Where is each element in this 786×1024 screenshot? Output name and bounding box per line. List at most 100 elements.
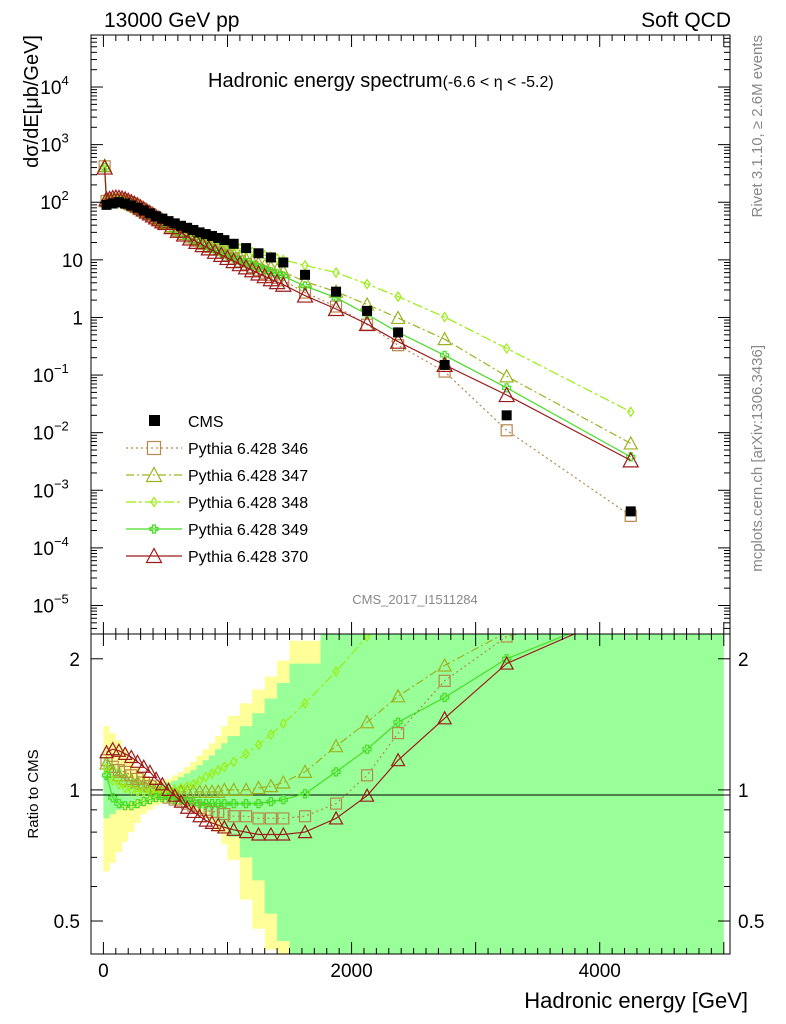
legend-marker-cms [149, 415, 160, 426]
marker-cms [331, 286, 342, 297]
marker-p370 [274, 275, 292, 292]
ratio-marker-p346 [239, 810, 253, 823]
ratio-marker-p348 [202, 771, 210, 783]
series-p347 [97, 157, 639, 450]
ratio-marker-p348 [108, 775, 117, 787]
y-tick-label-base: 10 [33, 424, 54, 445]
ratio-marker-p346 [119, 765, 132, 778]
legend-item-p347: Pythia 6.428 347 [126, 466, 308, 485]
ratio-marker-p349 [266, 797, 276, 807]
main-panel-frame [90, 34, 731, 635]
ratio-marker-p370 [275, 826, 291, 841]
marker-cms [182, 222, 193, 233]
ratio-series-p370 [99, 634, 576, 841]
marker-p347 [390, 310, 406, 325]
ratio-marker-p349 [132, 799, 143, 809]
marker-cms [219, 235, 230, 246]
ratio-marker-p370 [210, 817, 226, 832]
ratio-marker-p349 [219, 799, 229, 809]
rivet-version-label: Rivet 3.1.10, ≥ 2.6M events [749, 35, 766, 218]
ratio-line-p347 [106, 634, 505, 793]
ratio-y-tick-label: 1 [69, 781, 80, 802]
ratio-line-p348 [105, 634, 371, 793]
line-p347 [104, 165, 631, 444]
series-cms [101, 197, 636, 517]
ratio-marker-p370 [263, 826, 279, 841]
y-tick-label-base: 1 [72, 308, 83, 329]
ratio-marker-p349 [101, 770, 112, 780]
legend-marker-p347 [145, 466, 163, 483]
y-tick-label-exponent: −1 [54, 361, 69, 376]
y-tick-label-exponent: −4 [54, 534, 69, 549]
ratio-marker-p349 [300, 789, 310, 799]
legend-item-p346: Pythia 6.428 346 [126, 440, 308, 458]
marker-p370 [96, 158, 114, 175]
marker-p348 [627, 406, 635, 418]
marker-cms [132, 202, 143, 213]
ratio-marker-p348 [127, 784, 136, 796]
marker-cms [206, 230, 217, 241]
ratio-marker-p348 [214, 764, 222, 776]
series-p346 [98, 160, 637, 522]
ratio-marker-p347 [216, 782, 232, 797]
ratio-marker-p346 [391, 727, 405, 740]
ratio-marker-p370 [123, 749, 139, 764]
marker-cms [188, 224, 199, 235]
y-tick-label-exponent: −5 [54, 591, 69, 606]
marker-p348 [502, 342, 511, 355]
ratio-marker-p370 [130, 754, 146, 768]
ratio-marker-p347 [250, 780, 267, 795]
ratio-line-p349 [105, 634, 571, 807]
marker-p348 [332, 267, 340, 279]
marker-p349 [440, 350, 450, 360]
marker-p349 [626, 452, 636, 462]
ratio-marker-p347 [359, 714, 375, 729]
ratio-marker-p348 [189, 778, 198, 790]
marker-p347 [623, 435, 639, 450]
ratio-marker-p347 [105, 764, 121, 778]
ratio-marker-p348 [121, 782, 129, 794]
ratio-marker-p348 [133, 786, 142, 798]
y-tick-label-base: 10 [33, 596, 54, 617]
y-tick-label-base: 10 [33, 539, 54, 560]
ratio-marker-p347 [328, 738, 344, 753]
line-p346 [104, 166, 632, 517]
ratio-marker-p347 [238, 782, 254, 797]
marker-p370 [498, 386, 516, 403]
ratio-marker-p348 [279, 717, 288, 730]
ratio-y-tick-label: 1 [738, 781, 749, 802]
ratio-series-p349 [101, 634, 571, 811]
y-tick-label-base: 10 [33, 366, 54, 387]
main-y-axis-label: dσ/dE[μb/GeV] [21, 35, 43, 168]
y-tick-label-exponent: −3 [54, 476, 69, 491]
mcplots-reference-label: mcplots.cern.ch [arXiv:1306.3436] [749, 345, 766, 572]
marker-cms [144, 208, 155, 219]
y-tick-label-base: 10 [33, 481, 54, 502]
ratio-marker-p349 [114, 799, 124, 809]
y-tick-label-base: 10 [62, 251, 83, 272]
ratio-marker-p349 [145, 795, 155, 805]
ratio-marker-p370 [328, 810, 344, 825]
marker-cms [393, 327, 404, 338]
marker-cms [175, 220, 186, 231]
y-tick-label: 10 [62, 251, 83, 272]
marker-p349 [278, 271, 288, 281]
legend-label-p370: Pythia 6.428 370 [188, 549, 308, 566]
marker-cms [101, 199, 112, 210]
marker-p370 [358, 315, 376, 332]
marker-cms [625, 506, 636, 517]
y-tick-label-exponent: 3 [61, 131, 68, 146]
ratio-marker-p348 [177, 782, 185, 794]
marker-cms [126, 200, 137, 211]
marker-p346 [500, 424, 513, 437]
ratio-marker-p370 [250, 826, 267, 841]
ratio-marker-p349 [393, 717, 403, 727]
y-tick-label-exponent: 2 [61, 188, 68, 203]
marker-cms [169, 218, 180, 229]
ratio-marker-p370 [179, 799, 195, 814]
x-tick-label: 2000 [330, 961, 372, 982]
ratio-marker-p349 [241, 799, 251, 809]
y-tick-label-base: 10 [40, 136, 61, 157]
ratio-marker-p370 [192, 808, 208, 823]
ratio-marker-p348 [183, 780, 191, 792]
